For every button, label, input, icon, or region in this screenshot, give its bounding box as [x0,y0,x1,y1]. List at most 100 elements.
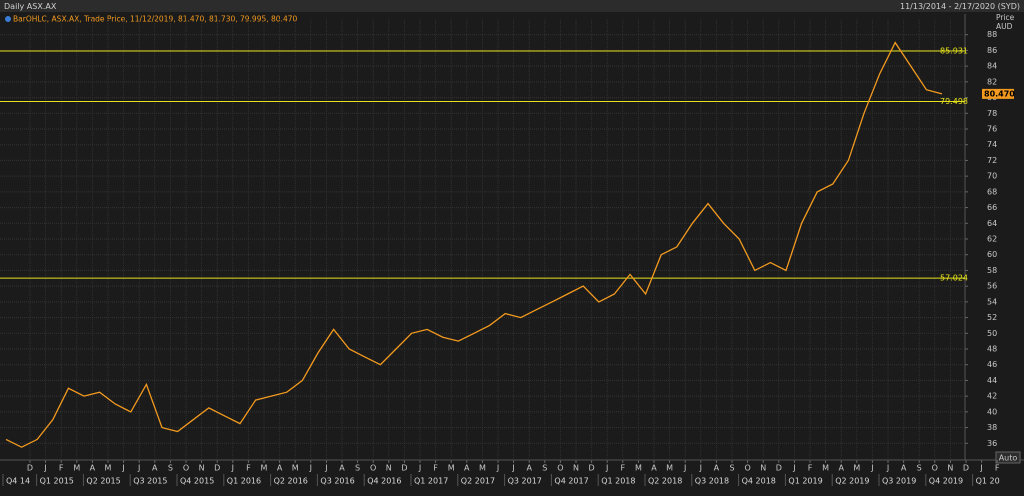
quarter-label: Q4 2015 [180,477,214,486]
month-label: J [683,464,686,473]
month-label: F [59,464,64,473]
month-label: J [43,464,46,473]
month-label: N [199,464,205,473]
month-label: A [90,464,96,473]
month-label: F [995,464,1000,473]
quarter-label: Q1 2015 [40,477,74,486]
month-label: A [838,464,844,473]
month-label: J [792,464,795,473]
month-label: A [901,464,907,473]
month-label: O [370,464,376,473]
month-label: S [917,464,922,473]
y-tick-label: 78 [987,109,997,118]
quarter-label: Q4 14 [6,477,30,486]
y-tick-label: 36 [987,439,997,448]
month-label: J [137,464,140,473]
month-label: J [309,464,312,473]
month-label: F [808,464,813,473]
month-label: O [183,464,189,473]
quarter-label: Q4 2019 [929,477,963,486]
month-label: A [714,464,720,473]
month-label: J [979,464,982,473]
month-label: M [666,464,673,473]
h-line-label: 79.498 [940,97,968,106]
month-label: D [776,464,782,473]
y-tick-label: 46 [987,360,997,369]
header-bar [0,0,1024,12]
quarter-label: Q1 2019 [788,477,822,486]
quarter-label: Q1 20 [976,477,1000,486]
month-label: N [947,464,953,473]
y-tick-label: 60 [987,250,997,259]
quarter-label: Q1 2017 [414,477,448,486]
month-label: A [464,464,470,473]
month-label: O [557,464,563,473]
y-tick-label: 48 [987,345,997,354]
series-icon [5,16,11,22]
month-label: D [214,464,220,473]
y-tick-label: 58 [987,266,997,275]
month-label: J [496,464,499,473]
month-label: S [542,464,547,473]
last-price-label: 80.470 [984,89,1015,98]
month-label: J [870,464,873,473]
month-label: F [433,464,438,473]
y-tick-label: 66 [987,203,997,212]
auto-button-label[interactable]: Auto [999,454,1018,463]
y-tick-label: 68 [987,187,997,196]
y-axis-unit: AUD [996,22,1013,31]
quarter-label: Q3 2018 [695,477,729,486]
quarter-label: Q3 2017 [508,477,542,486]
month-label: N [760,464,766,473]
month-label: M [448,464,455,473]
y-tick-label: 64 [987,219,997,228]
month-label: A [277,464,283,473]
month-label: M [261,464,268,473]
month-label: S [729,464,734,473]
y-tick-label: 82 [987,77,997,86]
month-label: N [573,464,579,473]
month-label: F [620,464,625,473]
y-tick-label: 72 [987,156,997,165]
month-label: M [822,464,829,473]
price-line [5,41,943,448]
quarter-label: Q4 2018 [742,477,776,486]
quarter-label: Q3 2015 [133,477,167,486]
month-label: J [511,464,514,473]
month-label: D [401,464,407,473]
month-label: M [479,464,486,473]
month-label: A [526,464,532,473]
month-label: M [853,464,860,473]
month-label: N [386,464,392,473]
month-label: J [418,464,421,473]
h-line-label: 85.931 [940,46,968,55]
month-label: O [744,464,750,473]
y-tick-label: 52 [987,313,997,322]
month-label: S [168,464,173,473]
auto-button[interactable] [995,451,1021,464]
y-tick-label: 44 [987,376,997,385]
y-tick-label: 42 [987,392,997,401]
quarter-label: Q1 2018 [601,477,635,486]
y-tick-label: 38 [987,423,997,432]
month-label: F [246,464,251,473]
y-tick-label: 70 [987,172,997,181]
month-label: S [355,464,360,473]
quarter-label: Q3 2016 [320,477,354,486]
month-label: M [635,464,642,473]
quarter-label: Q2 2018 [648,477,682,486]
chart-title: Daily ASX.AX [4,2,57,11]
month-label: J [121,464,124,473]
y-axis-label: Price [996,13,1015,22]
last-price-box [982,88,1014,99]
y-tick-label: 54 [987,297,997,306]
month-label: J [605,464,608,473]
quarter-label: Q4 2017 [554,477,588,486]
quarter-label: Q2 2019 [835,477,869,486]
y-tick-label: 62 [987,235,997,244]
month-label: J [699,464,702,473]
quarter-label: Q2 2017 [461,477,495,486]
month-label: D [963,464,969,473]
y-tick-label: 76 [987,125,997,134]
